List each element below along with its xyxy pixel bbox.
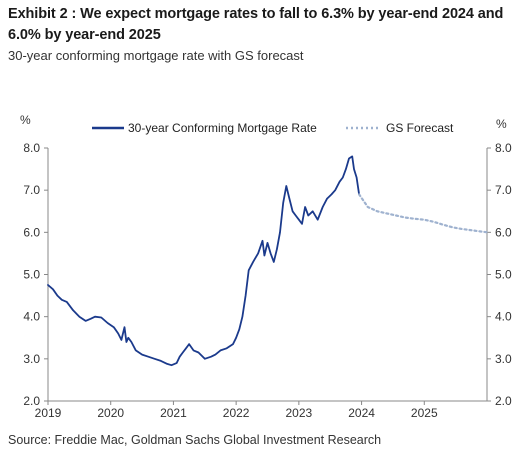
legend-forecast-label: GS Forecast xyxy=(386,121,454,135)
series-line-forecast xyxy=(358,193,489,234)
chart-subtitle: 30-year conforming mortgage rate with GS… xyxy=(8,48,304,63)
y-tick-label-right: 4.0 xyxy=(495,310,512,324)
x-tick-label: 2020 xyxy=(97,406,124,420)
chart-legend: 30-year Conforming Mortgage Rate GS Fore… xyxy=(92,121,454,135)
y-tick-label-left: 5.0 xyxy=(23,268,40,282)
y-tick-label-left: 6.0 xyxy=(23,225,40,239)
x-tick-label: 2023 xyxy=(286,406,313,420)
y-tick-label-right: 8.0 xyxy=(495,141,512,155)
x-tick-label: 2019 xyxy=(35,406,62,420)
y-tick-label-left: 8.0 xyxy=(23,141,40,155)
x-tick-label: 2024 xyxy=(348,406,375,420)
y-tick-label-right: 2.0 xyxy=(495,394,512,408)
y-tick-label-left: 2.0 xyxy=(23,394,40,408)
x-tick-label: 2022 xyxy=(223,406,250,420)
y-tick-label-right: 7.0 xyxy=(495,183,512,197)
y-tick-label-right: 6.0 xyxy=(495,225,512,239)
chart-title: Exhibit 2 : We expect mortgage rates to … xyxy=(8,6,504,43)
y-tick-label-right: 5.0 xyxy=(495,268,512,282)
y-tick-label-left: 4.0 xyxy=(23,310,40,324)
y-tick-label-right: 3.0 xyxy=(495,352,512,366)
x-tick-label: 2021 xyxy=(160,406,187,420)
chart-axes: 2.0 2.0 3.0 3.0 4.0 4.0 5.0 5.0 6.0 6.0 7.0 7.0 8.0 8… xyxy=(23,141,512,420)
chart-source-note: Source: Freddie Mac, Goldman Sachs Globa… xyxy=(8,433,382,447)
x-tick-label: 2025 xyxy=(411,406,438,420)
left-axis-unit: % xyxy=(20,113,31,127)
y-tick-label-left: 3.0 xyxy=(23,352,40,366)
chart-plot-area xyxy=(47,155,489,367)
y-tick-label-left: 7.0 xyxy=(23,183,40,197)
legend-actual-label: 30-year Conforming Mortgage Rate xyxy=(128,121,317,135)
series-line-actual xyxy=(47,155,361,367)
right-axis-unit: % xyxy=(496,117,507,131)
